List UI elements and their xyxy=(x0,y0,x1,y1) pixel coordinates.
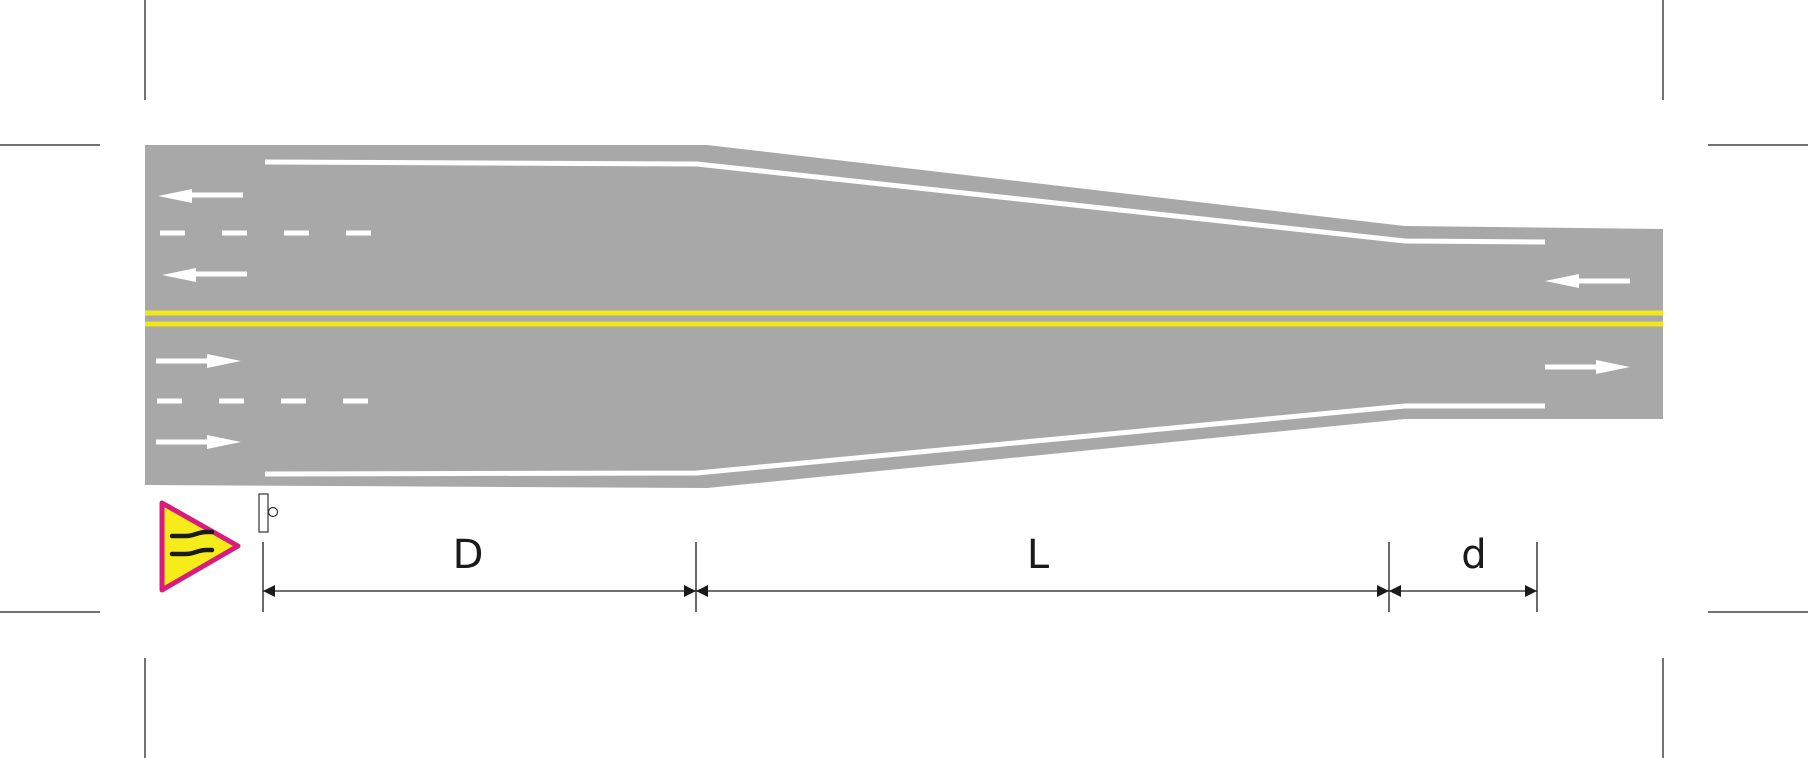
left-arrow-icon xyxy=(162,268,247,282)
arrowhead xyxy=(1525,585,1537,597)
sign-post xyxy=(258,493,269,533)
lane-dividers xyxy=(157,230,371,404)
edge-lines xyxy=(264,159,1546,477)
right-arrow-icon xyxy=(156,354,241,368)
arrowhead xyxy=(684,585,696,597)
sign-post-ring xyxy=(267,506,279,518)
dimension-label-downstream: d xyxy=(1461,532,1486,578)
arrowhead xyxy=(696,585,708,597)
right-arrow-icon xyxy=(156,435,241,449)
direction-arrows xyxy=(156,189,1630,449)
dimension-lines xyxy=(262,542,1538,612)
road-pavement xyxy=(145,145,1663,488)
dimension-arrowheads xyxy=(263,585,1537,597)
bottom-edge-line xyxy=(264,403,1545,477)
dimension-label-taper: L xyxy=(1027,532,1050,578)
top-edge-line xyxy=(264,159,1546,245)
left-arrow-icon xyxy=(1545,274,1630,288)
sign-triangle xyxy=(159,500,241,593)
road-narrows-warning-sign-icon xyxy=(159,500,241,593)
dimension-label-upstream: D xyxy=(453,532,484,578)
arrowhead xyxy=(1377,585,1389,597)
center-line xyxy=(145,310,1663,327)
sign-post-marker xyxy=(258,493,279,533)
left-arrow-icon xyxy=(158,189,243,203)
right-arrow-icon xyxy=(1545,360,1630,374)
arrowhead xyxy=(263,585,275,597)
narrowing-symbol-icon xyxy=(169,529,215,557)
arrowhead xyxy=(1389,585,1401,597)
